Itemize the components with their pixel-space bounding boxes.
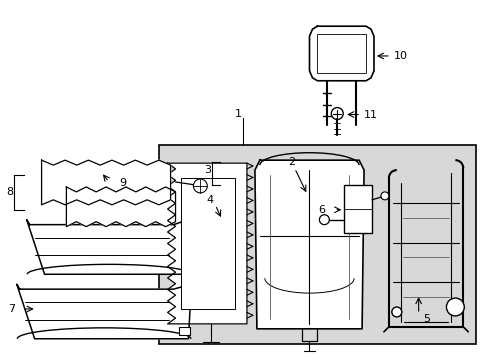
Polygon shape [309, 26, 373, 81]
Text: 1: 1 [234, 108, 241, 118]
Circle shape [380, 192, 388, 200]
Text: 4: 4 [206, 195, 213, 205]
Circle shape [331, 108, 343, 120]
Text: 9: 9 [119, 178, 126, 188]
Polygon shape [254, 160, 364, 329]
Text: 7: 7 [8, 304, 15, 314]
Circle shape [446, 298, 463, 316]
Circle shape [319, 215, 328, 225]
Bar [317, 34, 366, 73]
Text: 8: 8 [6, 187, 13, 197]
Text: 11: 11 [364, 109, 377, 120]
Text: 10: 10 [393, 51, 407, 61]
Circle shape [193, 179, 207, 193]
Polygon shape [41, 160, 170, 205]
Bar [178, 327, 190, 335]
Text: 5: 5 [423, 314, 430, 324]
Text: 2: 2 [287, 157, 295, 167]
Text: 3: 3 [203, 165, 210, 175]
Circle shape [391, 307, 401, 317]
Polygon shape [66, 187, 175, 227]
Bar [344, 185, 371, 233]
Polygon shape [17, 284, 191, 339]
Bar [181, 178, 235, 309]
Bar [158, 145, 475, 344]
Text: 6: 6 [317, 205, 324, 215]
Polygon shape [27, 220, 188, 274]
Polygon shape [167, 163, 246, 324]
